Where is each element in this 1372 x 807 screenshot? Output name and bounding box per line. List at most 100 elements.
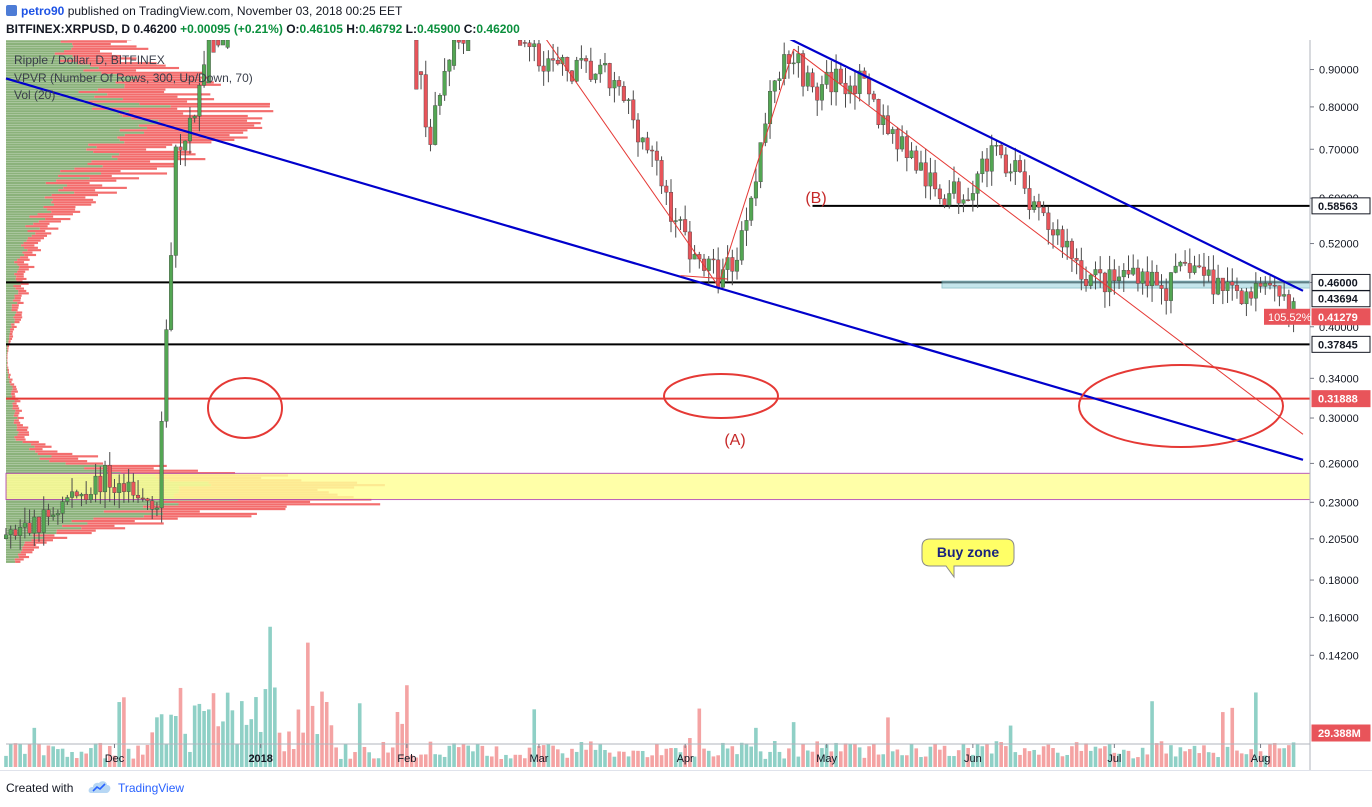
volume-bar-down [1051, 748, 1055, 767]
vpvr-row-down [13, 285, 21, 287]
volume-bar-up [18, 744, 22, 767]
candle-down [419, 72, 423, 75]
candle-down [108, 465, 112, 487]
vpvr-row-down [10, 331, 13, 333]
volume-bar-up [448, 746, 452, 767]
vpvr-row-down [144, 515, 252, 517]
vpvr-row-down [101, 172, 167, 174]
price-label: 0.41279 [1318, 312, 1358, 324]
vpvr-row-down [16, 311, 22, 313]
volume-bar-up [1282, 748, 1286, 767]
volume-bar-down [481, 746, 485, 767]
y-tick-label: 0.52000 [1319, 239, 1359, 251]
vpvr-row-down [21, 244, 34, 246]
volume-bar-down [523, 758, 527, 767]
vpvr-row-down [16, 278, 27, 280]
candle-down [999, 145, 1003, 155]
vpvr-row-down [103, 165, 176, 167]
vpvr-row-up [6, 223, 33, 225]
price-chart[interactable]: (A)(B)Buy zone 0.900000.800000.700000.60… [0, 40, 1372, 770]
candle-down [731, 257, 735, 271]
author-link[interactable]: petro90 [21, 4, 64, 18]
candle-up [919, 163, 923, 171]
vpvr-row-down [106, 470, 198, 472]
vpvr-row-up [6, 386, 13, 388]
volume-bar-up [193, 705, 197, 767]
candle-up [155, 508, 159, 509]
volume-bar-up [759, 751, 763, 767]
candle-down [1042, 207, 1046, 213]
volume-bar-up [9, 744, 13, 767]
x-tick-label: Jul [1107, 753, 1121, 765]
trendline-blue [6, 78, 1303, 459]
candle-up [547, 59, 551, 72]
volume-bar-up [183, 734, 187, 767]
volume-bar-up [773, 741, 777, 767]
candle-up [1056, 229, 1060, 235]
vpvr-row-up [6, 352, 7, 354]
x-tick-label: May [816, 753, 837, 765]
candle-up [900, 137, 904, 150]
candle-up [466, 40, 470, 51]
vpvr-row-down [18, 554, 26, 556]
candle-up [1150, 272, 1154, 286]
volume-bar-down [985, 744, 989, 767]
vpvr-row-up [6, 247, 24, 249]
vpvr-row-down [25, 225, 47, 227]
candle-down [683, 219, 687, 231]
volume-bar-down [462, 744, 466, 767]
vpvr-row-down [94, 96, 177, 98]
candle-down [872, 94, 876, 99]
candle-down [966, 200, 970, 201]
volume-bar-down [1103, 746, 1107, 767]
vpvr-row-down [43, 206, 75, 208]
vpvr-row-up [6, 297, 15, 299]
vpvr-row-down [15, 558, 24, 560]
candle-down [37, 517, 41, 533]
low-value: 0.45900 [417, 22, 460, 36]
volume-bar-up [1292, 742, 1296, 767]
vpvr-row-down [99, 67, 179, 69]
volume-bar-down [382, 742, 386, 767]
vpvr-row-down [12, 309, 18, 311]
volume-bar-up [1065, 755, 1069, 767]
vpvr-row-up [6, 355, 7, 357]
volume-bar-up [438, 755, 442, 767]
candle-up [1174, 266, 1178, 272]
vpvr-row-down [7, 352, 8, 354]
x-tick-label: Aug [1251, 753, 1271, 765]
vpvr-row-down [45, 196, 86, 198]
candle-up [532, 44, 536, 47]
candle-up [221, 40, 225, 45]
candle-down [1136, 268, 1140, 283]
candle-up [9, 529, 13, 534]
volume-bar-down [518, 755, 522, 767]
vpvr-row-down [9, 338, 12, 340]
candle-down [1037, 202, 1041, 208]
vpvr-row-down [124, 86, 199, 88]
vpvr-row-down [12, 307, 19, 309]
volume-bar-up [1174, 756, 1178, 767]
vpvr-row-up [6, 304, 12, 306]
vpvr-row-up [6, 240, 27, 242]
candle-up [117, 483, 121, 492]
vpvr-row-up [6, 196, 45, 198]
candle-up [94, 476, 98, 494]
tradingview-link[interactable]: TradingView [118, 781, 184, 795]
vpvr-row-up [6, 180, 56, 182]
volume-bar-up [881, 754, 885, 767]
candle-down [1103, 273, 1107, 292]
candle-down [1197, 266, 1201, 267]
vpvr-row-down [89, 101, 188, 103]
vpvr-row-down [7, 359, 8, 361]
volume-bar-down [853, 744, 857, 767]
vpvr-row-up [6, 376, 8, 378]
vpvr-row-down [40, 458, 79, 460]
vpvr-row-up [6, 151, 93, 153]
vpvr-row-up [6, 443, 31, 445]
vpvr-row-up [6, 292, 18, 294]
volume-bar-down [646, 757, 650, 767]
vpvr-row-up [6, 204, 54, 206]
vpvr-row-down [12, 403, 16, 405]
vpvr-row-down [118, 158, 206, 160]
